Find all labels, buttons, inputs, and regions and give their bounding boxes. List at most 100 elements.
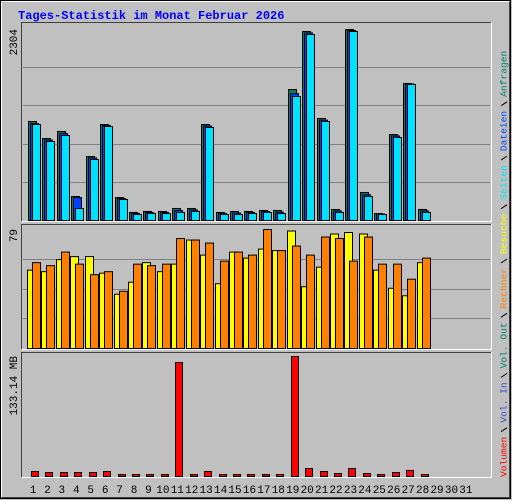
x-tick-label: 23 xyxy=(344,485,357,497)
bar xyxy=(161,474,169,477)
bar xyxy=(118,474,126,477)
x-tick-label: 16 xyxy=(243,485,256,497)
bar xyxy=(176,238,185,350)
bar xyxy=(305,467,313,477)
bar xyxy=(147,265,156,349)
bar xyxy=(104,125,113,221)
x-tick-label: 20 xyxy=(301,485,314,497)
bar xyxy=(61,135,70,221)
bar xyxy=(292,245,301,350)
bar xyxy=(377,474,385,477)
legend-separator xyxy=(500,312,508,318)
legend-label: Rechner xyxy=(499,268,510,308)
bar xyxy=(334,473,342,478)
bar xyxy=(378,263,387,349)
x-tick-label: 8 xyxy=(131,485,138,497)
bar xyxy=(291,356,299,477)
bar xyxy=(363,473,371,478)
bar xyxy=(46,265,55,349)
legend-label: Anfragen xyxy=(499,51,510,97)
bar xyxy=(162,213,171,221)
bar xyxy=(133,263,142,349)
bar xyxy=(234,214,243,221)
bar xyxy=(45,472,53,477)
x-tick-label: 13 xyxy=(200,485,213,497)
bar xyxy=(103,471,111,478)
x-tick-label: 26 xyxy=(387,485,400,497)
bar xyxy=(219,474,227,477)
bar xyxy=(393,137,402,221)
bar xyxy=(191,239,200,349)
legend-separator xyxy=(500,258,508,264)
x-tick-label: 1 xyxy=(30,485,37,497)
bar xyxy=(263,211,272,222)
x-tick-label: 14 xyxy=(214,485,228,497)
x-tick-label: 22 xyxy=(329,485,342,497)
legend-separator xyxy=(500,155,508,161)
bar xyxy=(406,469,414,477)
bar xyxy=(234,251,243,349)
chart-title: Tages-Statistik im Monat Februar 2026 xyxy=(18,9,284,23)
x-tick-label: 31 xyxy=(459,485,473,497)
bar xyxy=(422,257,431,349)
legend-label: Volumen xyxy=(499,437,510,477)
y-tick-label: 79 xyxy=(9,229,21,242)
bar xyxy=(320,471,328,478)
bar xyxy=(32,124,41,221)
bar xyxy=(89,472,97,477)
bar xyxy=(132,474,140,477)
x-tick-label: 7 xyxy=(116,485,123,497)
x-tick-label: 21 xyxy=(315,485,329,497)
bar xyxy=(349,260,358,349)
y-tick-label: 133.14 MB xyxy=(9,356,21,416)
bar xyxy=(248,213,257,221)
legend-separator xyxy=(500,101,508,107)
x-tick-label: 27 xyxy=(402,485,415,497)
legend-separator xyxy=(500,372,508,378)
bar xyxy=(176,211,185,222)
bar xyxy=(90,274,99,350)
bar xyxy=(276,474,284,477)
x-tick-label: 11 xyxy=(171,485,185,497)
bar xyxy=(247,474,255,477)
bar xyxy=(61,251,70,349)
x-tick-label: 12 xyxy=(185,485,198,497)
bar xyxy=(378,214,387,221)
bar xyxy=(277,250,286,349)
bar xyxy=(292,95,301,221)
x-tick-label: 10 xyxy=(156,485,169,497)
bar xyxy=(147,213,156,221)
bar xyxy=(74,472,82,477)
x-tick-label: 2 xyxy=(44,485,51,497)
bar xyxy=(119,199,128,221)
bar xyxy=(204,471,212,478)
bar xyxy=(263,229,272,349)
bar xyxy=(60,472,68,477)
bar xyxy=(32,262,41,350)
bar xyxy=(146,474,154,477)
bar xyxy=(421,474,429,477)
bar xyxy=(104,271,113,349)
bar xyxy=(364,236,373,349)
x-tick-label: 17 xyxy=(257,485,270,497)
bar xyxy=(407,278,416,349)
bar xyxy=(205,126,214,221)
bar xyxy=(205,242,214,349)
bar xyxy=(335,238,344,350)
legend-separator xyxy=(500,204,508,210)
x-tick-label: 5 xyxy=(87,485,94,497)
bar xyxy=(133,214,142,221)
x-tick-label: 19 xyxy=(286,485,299,497)
bar xyxy=(175,361,183,477)
bar xyxy=(306,33,315,222)
bar xyxy=(90,158,99,222)
bar xyxy=(277,213,286,221)
bar xyxy=(262,474,270,477)
x-tick-label: 25 xyxy=(373,485,386,497)
bar xyxy=(248,254,257,349)
bar xyxy=(31,471,39,478)
y-tick-label: 2304 xyxy=(9,29,21,56)
bar xyxy=(75,263,84,349)
bar xyxy=(233,474,241,477)
